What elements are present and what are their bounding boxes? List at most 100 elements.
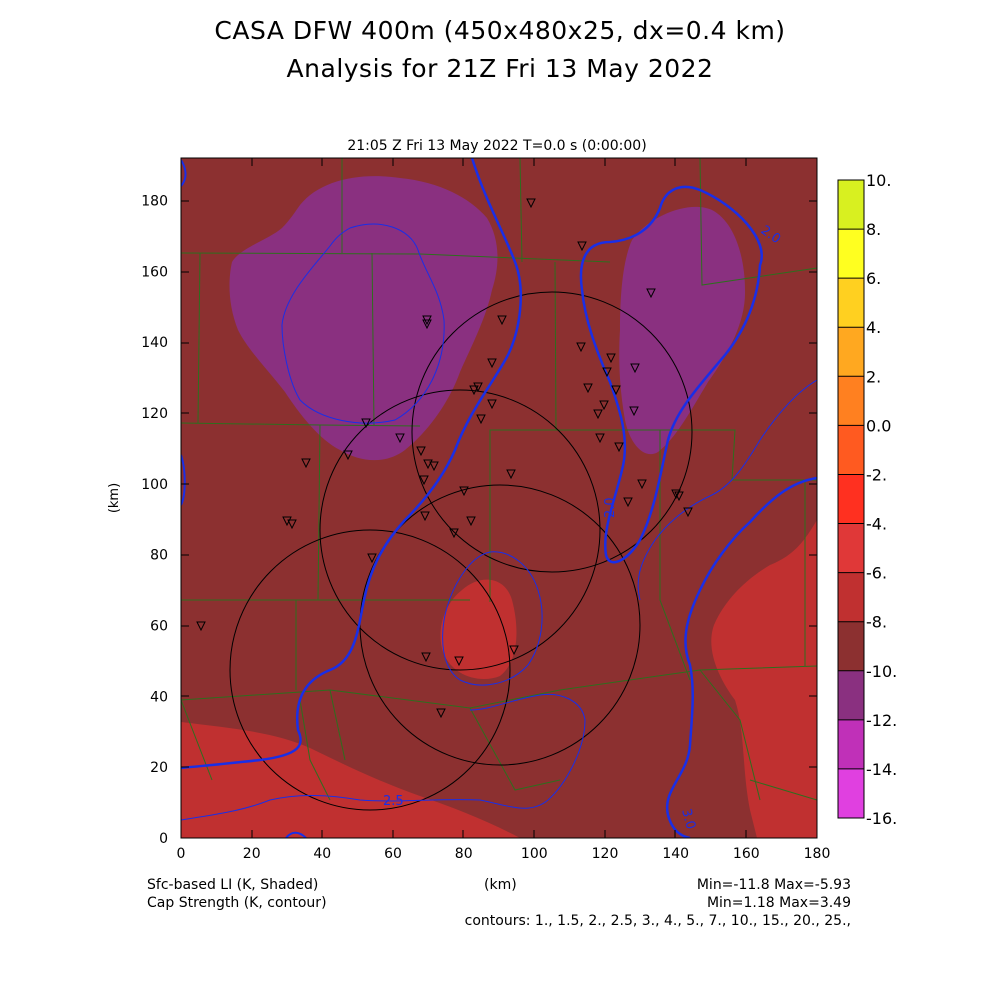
x-tick-label: 120 [592,846,619,862]
station-markers [196,198,693,719]
station-marker [466,516,476,527]
colorbar-label: -8. [866,613,887,632]
contour-thin-center [442,551,543,686]
station-marker [576,342,586,353]
station-marker [637,479,647,490]
station-marker [476,414,486,425]
station-marker [599,400,609,411]
contour-thin-east [637,379,817,601]
station-marker [487,399,497,410]
station-marker [593,409,603,420]
station-marker [487,358,497,369]
station-marker [614,442,624,453]
shaded-field-label: Sfc-based LI (K, Shaded) [147,877,319,893]
y-tick-label: 160 [141,264,168,280]
contour-label: 2.5 [383,794,404,809]
radar-ring-4 [229,529,511,811]
station-marker [395,433,405,444]
station-marker [449,528,459,539]
colorbar-swatch [838,523,864,574]
li-shade-red-east [711,520,817,838]
station-marker [423,459,433,470]
y-tick-label: 0 [159,831,168,847]
station-marker [606,353,616,364]
x-tick-labels: 0 20 40 60 80 100 120 140 160 180 [177,846,831,862]
colorbar-label: -14. [866,760,897,779]
map-plot-area: 2.0 2.0 2.5 3.0 [181,158,817,838]
station-marker [361,418,371,429]
station-marker [595,433,605,444]
station-marker [473,382,483,393]
colorbar-label: -2. [866,465,887,484]
station-marker [416,446,426,457]
station-marker [301,458,311,469]
y-tick-label: 180 [141,194,168,210]
station-marker [629,406,639,417]
colorbar-label: -6. [866,564,887,583]
li-shade-red-south [181,722,520,838]
colorbar-label: 10. [866,171,891,190]
contour-2-0-east [579,185,763,564]
radar-ring-1 [411,291,693,573]
colorbar-swatch [838,327,864,377]
station-marker [674,491,684,502]
colorbar-swatch [838,670,864,721]
colorbar-swatch [838,229,864,279]
colorbar-swatch [838,376,864,426]
y-tick-label: 20 [150,760,168,776]
station-marker [509,645,519,656]
contour-field-label: Cap Strength (K, contour) [147,895,327,911]
y-tick-label: 80 [150,548,168,564]
colorbar-label: 6. [866,269,881,288]
y-tick-label: 100 [141,477,168,493]
colorbar-label: -4. [866,515,887,534]
colorbar-label: 0.0 [866,416,891,435]
plot-time-label: 21:05 Z Fri 13 May 2022 T=0.0 s (0:00:00… [347,138,646,154]
x-tick-label: 180 [804,846,831,862]
station-marker [429,461,439,472]
x-tick-label: 80 [455,846,473,862]
station-marker [646,288,656,299]
station-marker [422,319,432,330]
contour-label: 3.0 [678,807,698,831]
station-marker [287,519,297,530]
cap-strength-contours [181,158,817,838]
station-marker [623,497,633,508]
y-tick-labels: 0 20 40 60 80 100 120 140 160 180 [141,194,168,848]
station-marker [196,621,206,632]
x-tick-label: 160 [733,846,760,862]
colorbar-label: -16. [866,809,897,828]
station-marker [454,656,464,667]
y-tick-label: 40 [150,689,168,705]
axis-ticks [180,158,818,839]
plot-frame [180,157,818,839]
contour-levels: contours: 1., 1.5, 2., 2.5, 3., 4., 5., … [464,913,851,929]
contour-3-0-east [665,476,817,838]
colorbar-swatch [838,180,864,230]
map-subtitle: Analysis for 21Z Fri 13 May 2022 [286,54,714,83]
y-tick-label: 140 [141,335,168,351]
y-axis-label: (km) [107,483,122,513]
colorbar-swatch [838,621,864,672]
x-tick-label: 0 [177,846,186,862]
colorbar-swatch [838,572,864,623]
contour-west-edge [181,454,186,506]
colorbar-label: 2. [866,367,881,386]
station-marker [469,385,479,396]
station-marker [577,241,587,252]
contour-thin-south [181,693,586,838]
station-marker [630,363,640,374]
colorbar-label: -12. [866,711,897,730]
colorbar-label: -10. [866,662,897,681]
y-tick-label: 60 [150,619,168,635]
colorbar-label: 4. [866,318,881,337]
y-tick-label: 120 [141,406,168,422]
contour-2-0-west [181,158,522,770]
li-shade-purple-west [229,176,498,461]
station-marker [602,367,612,378]
colorbar-swatch [838,425,864,475]
station-marker [526,198,536,209]
x-tick-label: 140 [662,846,689,862]
contour-minmax: Min=1.18 Max=3.49 [706,895,851,911]
station-marker [436,708,446,719]
